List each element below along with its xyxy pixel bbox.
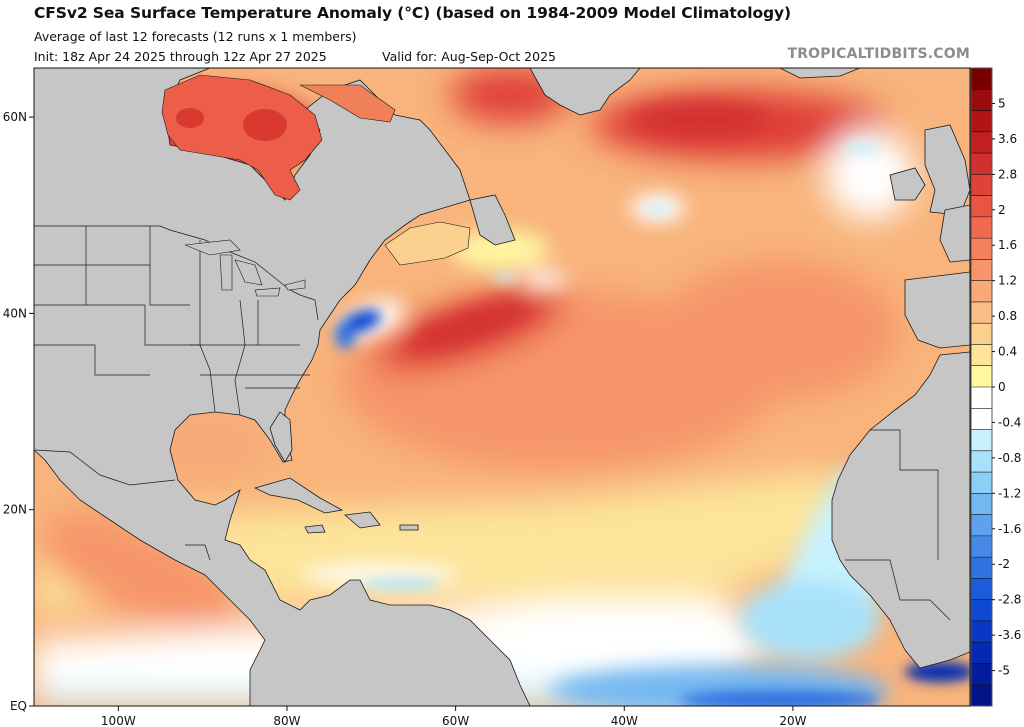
florida (269, 411, 293, 463)
colorbar-label: -5 (998, 664, 1010, 678)
colorbar-swatch (971, 365, 992, 388)
colorbar-swatch (971, 131, 992, 154)
colorbar-swatch (971, 280, 992, 303)
great-lakes (184, 239, 306, 297)
lon-tick-label: 40W (611, 714, 638, 727)
colorbar-swatch (971, 89, 992, 112)
lon-tick-label: 20W (779, 714, 806, 727)
colorbar-swatch (971, 663, 992, 686)
colorbar-swatch (971, 642, 992, 664)
colorbar-label: -1.6 (998, 522, 1021, 536)
anomaly-cores (335, 142, 970, 706)
colorbar-label: 3.6 (998, 132, 1017, 146)
map-field (34, 68, 970, 706)
lon-tick-label: 80W (273, 714, 300, 727)
colorbar-swatch (971, 578, 992, 601)
colorbar-label: 0.8 (998, 309, 1017, 323)
colorbar-swatch (971, 535, 992, 558)
puerto-rico (399, 524, 419, 531)
colorbar-swatch (971, 493, 992, 516)
colorbar-label: -1.2 (998, 486, 1021, 500)
north-america (34, 68, 531, 706)
chart-title: CFSv2 Sea Surface Temperature Anomaly (°… (34, 4, 792, 22)
lon-tick-label: 100W (101, 714, 136, 727)
colorbar-label: -0.4 (998, 415, 1021, 429)
longitude-axis: 100W 80W 60W 40W 20W (101, 706, 807, 727)
colorbar-label: 0.4 (998, 345, 1017, 359)
colorbar-swatch (971, 259, 992, 282)
latitude-axis: 60N 40N 20N EQ (3, 110, 34, 713)
colorbar-swatch (971, 238, 992, 260)
gulf-of-st-lawrence (384, 221, 471, 266)
lon-tick-label: 60W (442, 714, 469, 727)
colorbar-swatch (971, 472, 992, 494)
colorbar-swatch (971, 174, 992, 197)
land (34, 68, 970, 706)
colorbar: 5 3.6 2.8 2 1.6 1.2 0.8 0.4 0 -0.4 -0.8 -1.2 -1.6 -2 -… (970, 67, 1021, 707)
colorbar-label: 1.2 (998, 274, 1017, 288)
colorbar-swatch (971, 599, 992, 622)
colorbar-swatch (971, 557, 992, 579)
colorbar-swatch (971, 68, 992, 90)
valid-period: Valid for: Aug-Sep-Oct 2025 (382, 49, 556, 64)
colorbar-label: 5 (998, 96, 1006, 110)
colorbar-swatch (971, 620, 992, 643)
lat-tick-label: 40N (3, 306, 27, 320)
cuba (253, 477, 344, 514)
colorbar-swatch (971, 344, 992, 367)
colorbar-label: -0.8 (998, 451, 1021, 465)
colorbar-label: -2.8 (998, 593, 1021, 607)
colorbar-label: -2 (998, 557, 1010, 571)
hudson-bay (161, 74, 396, 201)
colorbar-swatch (971, 216, 992, 239)
chart-subtitle: Average of last 12 forecasts (12 runs x … (34, 29, 357, 44)
borders (34, 225, 951, 621)
greenland-east (779, 68, 861, 79)
colorbar-label: 1.6 (998, 238, 1017, 252)
colorbar-swatch (971, 323, 992, 345)
colorbar-swatch (971, 387, 992, 409)
colorbar-swatch (971, 408, 992, 431)
greenland (529, 68, 641, 116)
ireland (889, 167, 926, 201)
colorbar-swatch (971, 301, 992, 324)
jamaica (304, 524, 326, 534)
colorbar-label: 2.8 (998, 167, 1017, 181)
africa (831, 351, 970, 669)
map-frame (33, 67, 971, 707)
colorbar-swatch (971, 450, 992, 473)
colorbar-swatch (971, 153, 992, 175)
colorbar-swatch (971, 684, 992, 707)
lat-tick-label: 60N (3, 110, 27, 124)
colorbar-label: 0 (998, 380, 1006, 394)
colorbar-label: -3.6 (998, 628, 1021, 642)
hispaniola (344, 511, 381, 529)
lat-tick-label: EQ (10, 699, 27, 713)
colorbar-swatch (971, 514, 992, 537)
colorbar-swatch (971, 429, 992, 452)
lat-tick-label: 20N (3, 503, 27, 517)
europe (939, 204, 970, 263)
iberia (904, 271, 970, 349)
brand-watermark: TROPICALTIDBITS.COM (787, 46, 970, 62)
colorbar-swatch (971, 195, 992, 218)
init-time: Init: 18z Apr 24 2025 through 12z Apr 27… (34, 49, 327, 64)
colorbar-swatch (971, 110, 992, 133)
colorbar-label: 2 (998, 203, 1006, 217)
newfoundland (469, 194, 516, 246)
